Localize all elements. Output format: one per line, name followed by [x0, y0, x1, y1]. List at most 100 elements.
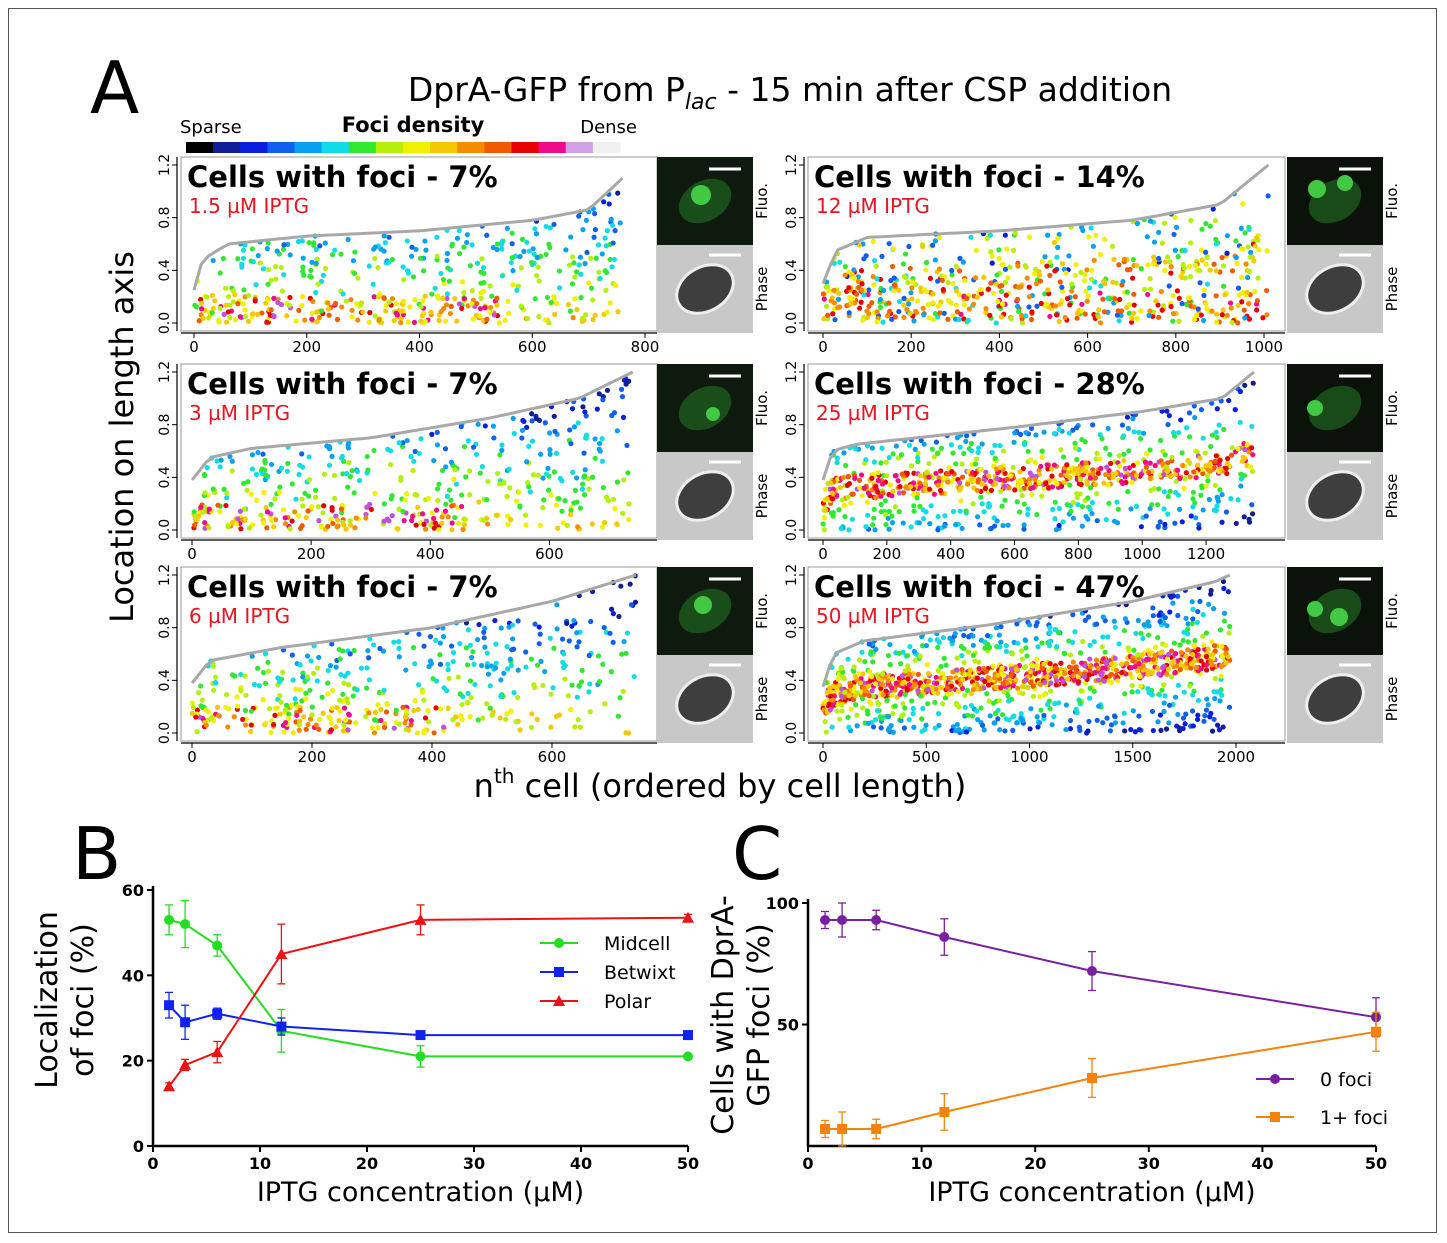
scatter-point — [1145, 685, 1151, 692]
scatter-point — [993, 320, 999, 326]
scatter-point — [1074, 457, 1080, 463]
scatter-point — [899, 471, 905, 477]
scatter-point — [1113, 667, 1120, 673]
scatter-point — [275, 675, 281, 681]
scatter-point — [592, 211, 598, 217]
scatter-point — [316, 314, 322, 321]
scatter-point — [1063, 702, 1070, 708]
scatter-point — [440, 295, 446, 301]
scatter-point — [1220, 307, 1226, 313]
scatter-point — [992, 442, 998, 448]
scatter-point — [284, 702, 290, 708]
scatter-point — [1165, 666, 1171, 672]
scatter-point — [284, 468, 290, 474]
scatter-point — [1195, 608, 1201, 615]
x-tick-label: 800 — [1161, 338, 1190, 356]
x-tick-label: 200 — [298, 748, 327, 766]
scatter-point — [1056, 318, 1062, 325]
scatter-point — [920, 244, 926, 250]
scatter-point — [1134, 460, 1140, 466]
y-axis-label: GFP foci (%) — [742, 923, 777, 1106]
scatter-point — [402, 720, 408, 726]
scatter-point — [932, 725, 938, 731]
scatter-point — [1039, 640, 1045, 646]
scatter-point — [1089, 510, 1095, 517]
scatter-point — [830, 697, 836, 703]
y-tick-label: 0.8 — [157, 414, 173, 436]
scatter-point — [456, 227, 462, 234]
scatter-point — [381, 518, 387, 524]
y-tick-label: 60 — [122, 881, 144, 900]
scatter-point — [1056, 231, 1062, 238]
scatter-point — [484, 521, 491, 527]
scatter-point — [871, 506, 877, 512]
scatter-point — [860, 705, 866, 711]
scatter-point — [454, 235, 461, 241]
scatter-point — [355, 317, 361, 323]
scatter-point — [562, 676, 568, 682]
scatter-point — [338, 671, 344, 678]
scatter-point — [272, 264, 279, 270]
scatter-point — [1058, 447, 1064, 453]
scatter-point — [1181, 629, 1187, 635]
panel-letter-a: A — [90, 46, 140, 130]
x-tick-label: 10 — [910, 1154, 932, 1173]
scatter-point — [906, 681, 913, 688]
scatter-point — [308, 267, 314, 273]
scatter-point — [1051, 239, 1057, 246]
scatter-point — [451, 476, 457, 482]
scatter-point — [1207, 223, 1213, 229]
scatter-point — [1246, 268, 1252, 275]
scatter-point — [477, 470, 483, 476]
scatter-point — [955, 688, 961, 695]
scatter-point — [513, 498, 519, 504]
scatter-point — [1090, 422, 1096, 428]
scatter-point — [969, 448, 975, 454]
scatter-point — [834, 708, 840, 714]
scatter-point — [300, 255, 306, 261]
scatter-point — [1119, 669, 1125, 676]
scatter-point — [1062, 670, 1068, 677]
scatter-point — [1225, 455, 1231, 462]
scatter-point — [400, 508, 406, 515]
scatter-point — [852, 674, 858, 680]
scatter-point — [1246, 516, 1252, 522]
scatter-point — [1136, 661, 1142, 667]
scatter-point — [1157, 618, 1163, 625]
scatter-point — [472, 681, 478, 688]
scatter-point — [612, 505, 618, 512]
scatter-point — [871, 258, 878, 264]
scatter-point — [223, 302, 229, 308]
scatter-point — [422, 293, 428, 299]
scatter-point — [887, 482, 893, 488]
scatter-point — [1152, 644, 1159, 650]
panel-a-title-main: DprA-GFP from P — [408, 70, 685, 109]
phase-cell — [1305, 470, 1365, 522]
scatter-point — [904, 470, 910, 476]
scatter-point — [1185, 457, 1191, 464]
scatter-point — [1182, 721, 1188, 727]
scatter-point — [271, 524, 277, 530]
scatter-point — [1168, 270, 1174, 276]
scatter-point — [996, 247, 1002, 253]
scatter-point — [265, 281, 271, 287]
scatter-point — [958, 311, 964, 317]
scatter-point — [1233, 520, 1239, 527]
scatter-point — [994, 476, 1000, 482]
y-tick-label: 1.2 — [157, 564, 173, 586]
scatter-point — [484, 664, 490, 670]
scatter-point — [862, 688, 868, 694]
scatter-point — [866, 310, 872, 317]
scatter-point — [377, 645, 383, 652]
scatter-point — [581, 492, 588, 498]
scatter-point — [208, 715, 215, 721]
scatter-point — [1079, 301, 1085, 307]
scatter-point — [436, 481, 442, 487]
scatter-point — [1203, 662, 1210, 668]
scatter-point — [568, 512, 574, 518]
scatter-point — [1194, 619, 1200, 626]
scatter-point — [604, 387, 611, 393]
scatter-point — [229, 672, 236, 678]
scatter-point — [484, 497, 490, 503]
scatter-point — [1080, 638, 1086, 645]
